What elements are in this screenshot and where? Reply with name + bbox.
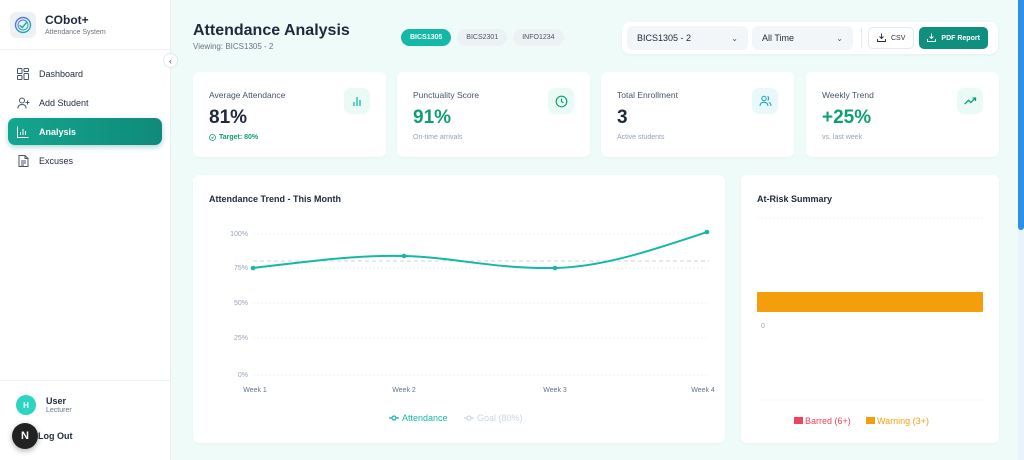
stat-label: Weekly Trend xyxy=(822,90,874,100)
document-icon xyxy=(16,154,30,168)
stat-label: Total Enrollment xyxy=(617,90,678,100)
toolbar: BICS1305 - 2 ⌄ All Time ⌄ CSV PDF Report xyxy=(622,22,998,54)
brand-subtitle: Attendance System xyxy=(45,29,106,36)
bar-chart-icon xyxy=(344,88,370,114)
sidebar-item-add-student[interactable]: Add Student xyxy=(8,89,162,116)
attendance-trend-chart: 100% 75% 50% 25% 0% Week 1 Week 2 Week 3… xyxy=(230,229,715,423)
legend-goal: Goal (80%) xyxy=(477,413,523,423)
chart-title: At-Risk Summary xyxy=(757,194,833,204)
chevron-down-icon: ⌄ xyxy=(836,33,843,43)
section-select-value: BICS1305 - 2 xyxy=(637,33,692,43)
x-tick: Week 3 xyxy=(543,387,567,394)
stat-sub: Target: 80% xyxy=(209,134,370,141)
users-icon xyxy=(752,88,778,114)
grid-icon xyxy=(16,67,30,81)
stat-value: +25% xyxy=(822,107,872,128)
stat-sub: On-time arrivals xyxy=(413,134,463,141)
sidebar-nav: Dashboard Add Student Analysis Excuses xyxy=(0,50,170,174)
page-header: Attendance Analysis Viewing: BICS1305 - … xyxy=(193,22,350,51)
brand: CObot+ Attendance System xyxy=(0,0,170,50)
chevron-left-icon: ‹ xyxy=(169,55,172,66)
scrollbar-thumb[interactable] xyxy=(1018,0,1024,230)
user-profile[interactable]: H User Lecturer xyxy=(0,381,170,415)
stat-value: 3 xyxy=(617,107,628,128)
stat-sub: Active students xyxy=(617,134,665,141)
collapse-sidebar-button[interactable]: ‹ xyxy=(163,53,178,68)
x-tick: Week 1 xyxy=(243,387,267,394)
stat-label: Punctuality Score xyxy=(413,90,480,100)
clock-icon xyxy=(548,88,574,114)
course-chip-info1234[interactable]: INFO1234 xyxy=(513,29,564,46)
trending-up-icon xyxy=(957,88,983,114)
x-tick: Week 4 xyxy=(691,387,715,394)
bar-chart-icon xyxy=(16,125,30,139)
y-tick: 100% xyxy=(230,231,248,238)
stat-value: 81% xyxy=(209,107,248,128)
download-icon xyxy=(877,33,886,44)
stat-label: Average Attendance xyxy=(209,90,286,100)
brand-title: CObot+ xyxy=(45,13,89,27)
logout-label: Log Out xyxy=(38,431,73,441)
at-risk-summary-card: At-Risk Summary 0 Barred (6+) Warning (3… xyxy=(741,175,999,443)
course-chip-bics2301[interactable]: BICS2301 xyxy=(457,29,508,46)
page-title: Attendance Analysis xyxy=(193,22,350,39)
chart-legend: Barred (6+) Warning (3+) xyxy=(794,416,929,426)
warning-bar xyxy=(757,292,983,312)
attendance-trend-card: Attendance Trend - This Month 100% 75% 5… xyxy=(193,175,725,443)
logo-icon xyxy=(10,11,36,38)
legend-warning: Warning (3+) xyxy=(877,416,929,426)
sidebar-item-analysis[interactable]: Analysis xyxy=(8,118,162,145)
x-tick: Week 2 xyxy=(392,387,416,394)
y-tick: 0% xyxy=(238,372,248,379)
sidebar-item-label: Dashboard xyxy=(39,68,84,79)
stat-card-enrollment: Total Enrollment 3 Active students xyxy=(601,72,794,157)
user-name: User xyxy=(46,396,67,406)
stat-sub: vs. last week xyxy=(822,134,863,141)
floating-n-badge[interactable]: N xyxy=(12,423,38,449)
sidebar-item-label: Add Student xyxy=(39,97,89,108)
legend-attendance: Attendance xyxy=(402,413,448,423)
logout-button[interactable]: N Log Out xyxy=(0,415,170,449)
main-content: Attendance Analysis Viewing: BICS1305 - … xyxy=(171,0,1014,460)
scrollbar-track[interactable] xyxy=(1018,0,1024,460)
stat-card-weekly-trend: Weekly Trend +25% vs. last week xyxy=(806,72,999,157)
y-tick: 50% xyxy=(234,300,248,307)
attendance-line xyxy=(252,231,708,270)
user-role: Lecturer xyxy=(46,407,72,414)
course-chips: BICS1305 BICS2301 INFO1234 xyxy=(401,29,564,46)
chart-title: Attendance Trend - This Month xyxy=(209,194,341,204)
user-plus-icon xyxy=(16,96,30,110)
y-tick: 75% xyxy=(234,265,248,272)
at-risk-chart: 0 Barred (6+) Warning (3+) xyxy=(757,217,983,426)
stat-card-average-attendance: Average Attendance 81% Target: 80% xyxy=(193,72,386,157)
csv-label: CSV xyxy=(891,34,906,42)
stat-value: 91% xyxy=(413,107,452,128)
x-tick: 0 xyxy=(761,323,765,330)
course-chip-bics1305[interactable]: BICS1305 xyxy=(401,29,452,46)
pdf-report-button[interactable]: PDF Report xyxy=(919,27,988,49)
viewing-label: Viewing: BICS1305 - 2 xyxy=(193,42,274,51)
sidebar-footer: H User Lecturer N Log Out xyxy=(0,380,170,460)
toolbar-divider xyxy=(861,28,862,48)
section-select[interactable]: BICS1305 - 2 ⌄ xyxy=(627,26,748,50)
chart-legend: Attendance Goal (80%) xyxy=(389,413,523,423)
check-circle-icon xyxy=(209,134,216,141)
download-icon xyxy=(927,33,937,44)
sidebar-item-excuses[interactable]: Excuses xyxy=(8,147,162,174)
sidebar: CObot+ Attendance System Dashboard Add S… xyxy=(0,0,171,460)
y-tick: 25% xyxy=(234,335,248,342)
sidebar-item-label: Analysis xyxy=(39,126,77,137)
period-select[interactable]: All Time ⌄ xyxy=(752,26,853,50)
pdf-label: PDF Report xyxy=(941,34,980,42)
sidebar-item-dashboard[interactable]: Dashboard xyxy=(8,60,162,87)
legend-barred: Barred (6+) xyxy=(805,416,851,426)
stat-card-punctuality: Punctuality Score 91% On-time arrivals xyxy=(397,72,590,157)
sidebar-item-label: Excuses xyxy=(39,155,74,166)
chevron-down-icon: ⌄ xyxy=(731,33,738,43)
avatar: H xyxy=(16,395,36,415)
period-select-value: All Time xyxy=(762,33,795,43)
export-csv-button[interactable]: CSV xyxy=(868,27,915,49)
